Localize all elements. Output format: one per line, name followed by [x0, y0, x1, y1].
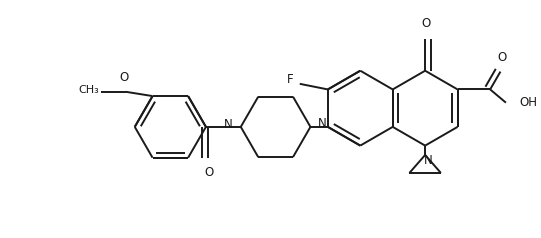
Text: CH₃: CH₃ [78, 85, 99, 95]
Text: OH: OH [520, 96, 538, 109]
Text: N: N [224, 119, 233, 131]
Text: O: O [204, 166, 213, 179]
Text: O: O [119, 71, 129, 84]
Text: O: O [498, 51, 507, 64]
Text: F: F [287, 73, 294, 86]
Text: N: N [424, 154, 432, 168]
Text: O: O [421, 17, 431, 30]
Text: N: N [318, 117, 327, 130]
